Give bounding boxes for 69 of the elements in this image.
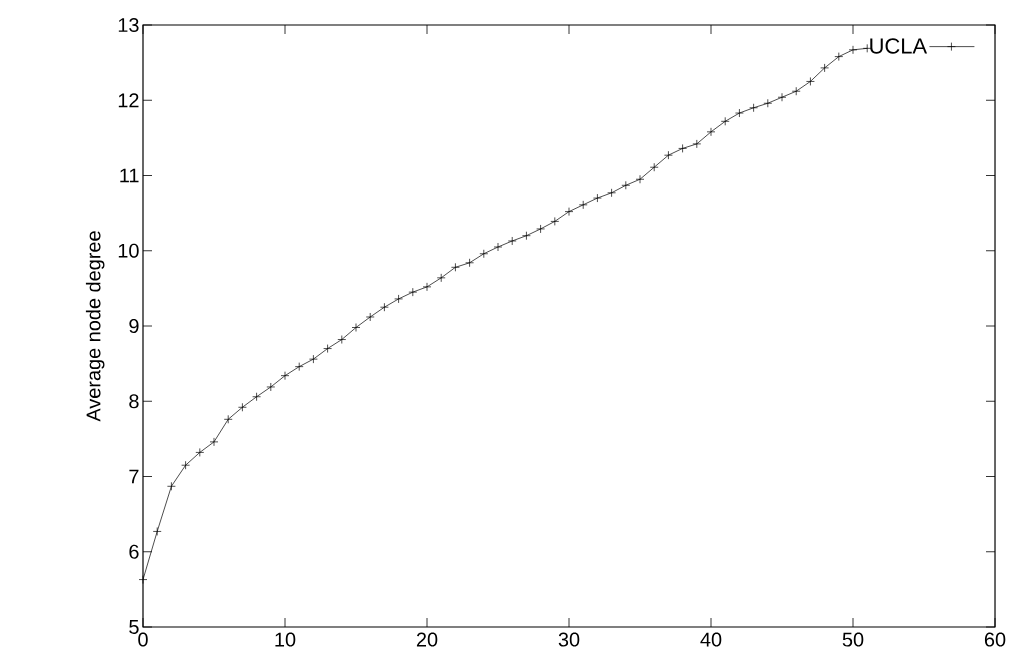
point (266, 382, 276, 392)
y-tick-label: 11 (120, 168, 139, 183)
y-tick-label: 7 (129, 469, 139, 484)
point (167, 481, 176, 491)
point (181, 460, 190, 470)
point (294, 362, 304, 371)
point (309, 354, 318, 364)
point (493, 242, 503, 252)
point (678, 144, 687, 153)
point (536, 224, 545, 234)
point (238, 402, 247, 412)
point (692, 139, 702, 149)
x-tick-label: 20 (416, 632, 438, 647)
point (394, 294, 403, 304)
x-tick-label: 60 (984, 632, 1006, 647)
point (522, 231, 531, 241)
point (138, 575, 148, 584)
point (223, 414, 233, 424)
point (323, 344, 332, 353)
point (664, 150, 673, 160)
point (337, 335, 347, 344)
point (593, 193, 602, 203)
y-tick-label: 10 (118, 243, 139, 258)
point (607, 188, 616, 198)
point (834, 52, 844, 61)
point (209, 437, 219, 447)
y-tick-label: 8 (129, 394, 139, 409)
point (436, 273, 446, 283)
point (408, 287, 418, 297)
y-axis-title: Average node degree (85, 231, 105, 422)
point (777, 92, 787, 102)
point (720, 116, 730, 126)
point (564, 207, 574, 216)
point (195, 448, 205, 457)
point (451, 262, 460, 272)
point (706, 127, 716, 137)
point (280, 371, 290, 381)
point (735, 108, 744, 118)
point (507, 236, 517, 246)
point (578, 200, 588, 210)
y-tick-label: 13 (118, 17, 139, 33)
y-tick-label: 9 (129, 318, 139, 334)
point (380, 302, 389, 312)
point (252, 392, 261, 402)
x-tick-label: 50 (842, 632, 864, 647)
point (848, 45, 858, 55)
y-tick-label: 5 (129, 620, 139, 634)
y-tick-label: 6 (129, 544, 139, 559)
y-tick-label: 12 (118, 93, 139, 108)
point (365, 312, 375, 322)
point (465, 258, 474, 268)
point (791, 86, 801, 96)
x-tick-label: 0 (138, 632, 148, 647)
point (422, 282, 432, 292)
point (649, 162, 659, 172)
x-tick-label: 30 (558, 632, 580, 647)
point (635, 174, 645, 184)
point (763, 98, 773, 108)
point (820, 63, 829, 73)
x-tick-label: 40 (700, 632, 722, 647)
x-tick-label: 10 (275, 632, 296, 647)
point (550, 217, 560, 226)
point (749, 103, 758, 113)
point (806, 77, 815, 86)
point (621, 180, 631, 190)
legend-label: UCLA (870, 38, 928, 54)
point (479, 249, 489, 259)
point (152, 527, 162, 536)
point (351, 323, 361, 332)
